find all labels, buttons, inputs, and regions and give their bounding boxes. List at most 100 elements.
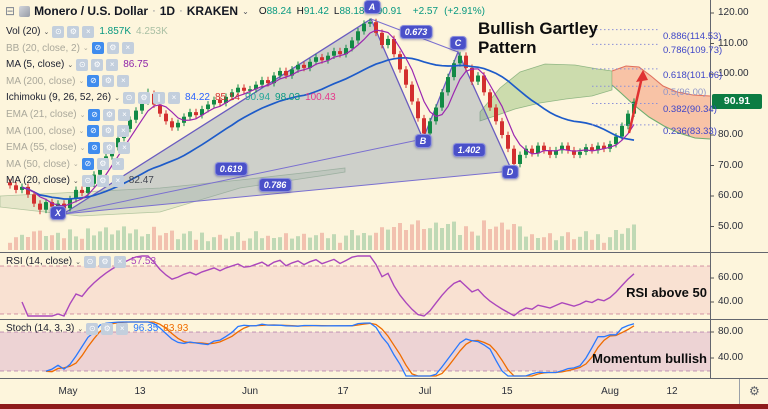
projection-arrow[interactable] (627, 76, 644, 134)
eye-off-icon[interactable]: ⊘ (88, 141, 101, 154)
close-icon[interactable]: × (167, 91, 180, 104)
candle-body (308, 61, 312, 68)
gear-icon[interactable]: ⚙ (137, 91, 150, 104)
pattern-badge-0.673[interactable]: 0.673 (399, 25, 433, 39)
candle-body (242, 87, 246, 91)
gear-icon[interactable]: ⚙ (106, 42, 119, 55)
ichimoku-cloud-salmon (612, 66, 710, 139)
gear-icon[interactable]: ⚙ (103, 141, 116, 154)
chevron-down-icon[interactable]: ⌄ (43, 28, 50, 36)
indicator-label-ma-100[interactable]: MA (100, close) (6, 125, 76, 137)
candle-body (44, 202, 48, 210)
candle-body (548, 150, 552, 155)
chevron-down-icon[interactable]: ⌄ (114, 94, 120, 102)
eye-off-icon[interactable]: ⊘ (81, 158, 94, 171)
eye-icon[interactable]: ⊙ (76, 58, 89, 71)
candle-body (380, 32, 384, 46)
chevron-down-icon[interactable]: ⌄ (82, 45, 89, 53)
chevron-down-icon[interactable]: ⌄ (242, 6, 249, 16)
chevron-down-icon[interactable]: ⌄ (78, 78, 85, 86)
time-axis-settings-icon[interactable]: ⚙ (749, 384, 760, 398)
chevron-down-icon[interactable]: ⌄ (79, 144, 86, 152)
indicator-label-bb[interactable]: BB (20, close, 2) (6, 42, 80, 54)
close-icon[interactable]: × (118, 108, 131, 121)
gear-icon[interactable]: ⚙ (96, 158, 109, 171)
indicator-label-ma-5[interactable]: MA (5, close) (6, 59, 65, 71)
eye-icon[interactable]: ⊙ (52, 25, 65, 38)
close-icon[interactable]: × (116, 322, 129, 335)
pattern-badge-D[interactable]: D (501, 165, 519, 179)
indicator-value: 83.93 (163, 323, 189, 334)
close-icon[interactable]: × (111, 174, 124, 187)
pattern-badge-0.619[interactable]: 0.619 (214, 162, 248, 176)
eye-off-icon[interactable]: ⊘ (91, 42, 104, 55)
indicator-label-ema-55[interactable]: EMA (55, close) (6, 142, 77, 154)
eye-icon[interactable]: ⊙ (122, 91, 135, 104)
time-axis[interactable]: ⚙ May 13 Jun 17 Jul 15 Aug 12 (0, 379, 768, 404)
close-icon[interactable]: × (82, 25, 95, 38)
chevron-down-icon[interactable]: ⌄ (72, 161, 79, 169)
close-icon[interactable]: × (106, 58, 119, 71)
gear-icon[interactable]: ⚙ (96, 174, 109, 187)
pattern-badge-C[interactable]: C (449, 36, 467, 50)
indicator-label-ma-20[interactable]: MA (20, close) (6, 175, 70, 187)
pattern-badge-A[interactable]: A (363, 0, 381, 14)
volume-bar (128, 233, 132, 250)
pattern-badge-X[interactable]: X (49, 206, 67, 220)
candle-body (626, 113, 630, 126)
candle-body (404, 69, 408, 85)
gear-icon[interactable]: ⚙ (99, 255, 112, 268)
chevron-down-icon[interactable]: ⌄ (78, 128, 85, 136)
chevron-down-icon[interactable]: ⌄ (72, 177, 79, 185)
gear-icon[interactable]: ⚙ (101, 322, 114, 335)
ohlc-item: O88.24 (258, 5, 292, 17)
symbol-title[interactable]: Monero / U.S. Dollar (34, 4, 149, 18)
momentum-annotation[interactable]: Momentum bullish (592, 351, 707, 366)
candle-body (386, 38, 390, 46)
eye-off-icon[interactable]: ⊘ (87, 125, 100, 138)
indicator-label-stoch[interactable]: Stoch (14, 3, 3) (6, 323, 75, 334)
chevron-down-icon[interactable]: ⌄ (79, 111, 86, 119)
close-icon[interactable]: × (117, 75, 130, 88)
eye-off-icon[interactable]: ⊘ (87, 75, 100, 88)
exchange-label[interactable]: KRAKEN (186, 4, 239, 18)
chevron-down-icon[interactable]: ⌄ (67, 61, 74, 69)
indicator-label-ma-200[interactable]: MA (200, close) (6, 75, 76, 87)
volume-bar (602, 242, 606, 250)
pattern-badge-0.786[interactable]: 0.786 (258, 178, 292, 192)
gear-icon[interactable]: ⚙ (102, 75, 115, 88)
gear-icon[interactable]: ⚙ (67, 25, 80, 38)
gartley-annotation[interactable]: Bullish Gartley Pattern (478, 19, 598, 57)
indicator-label-vol[interactable]: Vol (20) (6, 26, 41, 37)
chevron-down-icon[interactable]: ⌄ (75, 258, 82, 266)
close-icon[interactable]: × (118, 141, 131, 154)
close-icon[interactable]: × (111, 158, 124, 171)
gear-icon[interactable]: ⚙ (91, 58, 104, 71)
rsi-annotation[interactable]: RSI above 50 (626, 285, 707, 300)
indicator-label-ichimoku[interactable]: Ichimoku (9, 26, 52, 26) (6, 92, 112, 104)
pattern-badge-B[interactable]: B (414, 134, 432, 148)
close-icon[interactable]: × (117, 125, 130, 138)
eye-off-icon[interactable]: ⊘ (88, 108, 101, 121)
volume-bar (284, 233, 288, 250)
more-icon[interactable]: ∥ (152, 91, 165, 104)
indicator-label-rsi[interactable]: RSI (14, close) (6, 256, 73, 267)
volume-bar (80, 238, 84, 250)
indicator-label-ma-50[interactable]: MA (50, close) (6, 158, 70, 170)
gear-icon[interactable]: ⚙ (102, 125, 115, 138)
eye-icon[interactable]: ⊙ (81, 174, 94, 187)
close-icon[interactable]: × (121, 42, 134, 55)
close-icon[interactable]: × (114, 255, 127, 268)
chevron-down-icon[interactable]: ⌄ (77, 325, 84, 333)
collapse-legend-icon[interactable]: ⊟ (5, 4, 16, 18)
volume-bar (98, 231, 102, 250)
eye-icon[interactable]: ⊙ (84, 255, 97, 268)
eye-icon[interactable]: ⊙ (86, 322, 99, 335)
pattern-badge-1.402[interactable]: 1.402 (452, 143, 486, 157)
gear-icon[interactable]: ⚙ (103, 108, 116, 121)
indicator-label-ema-21[interactable]: EMA (21, close) (6, 109, 77, 120)
interval-label[interactable]: 1D (159, 4, 176, 18)
candle-body (524, 148, 528, 155)
price-axis[interactable]: 120.00 110.00 100.00 80.00 70.00 60.00 50.00 90… (710, 0, 768, 379)
